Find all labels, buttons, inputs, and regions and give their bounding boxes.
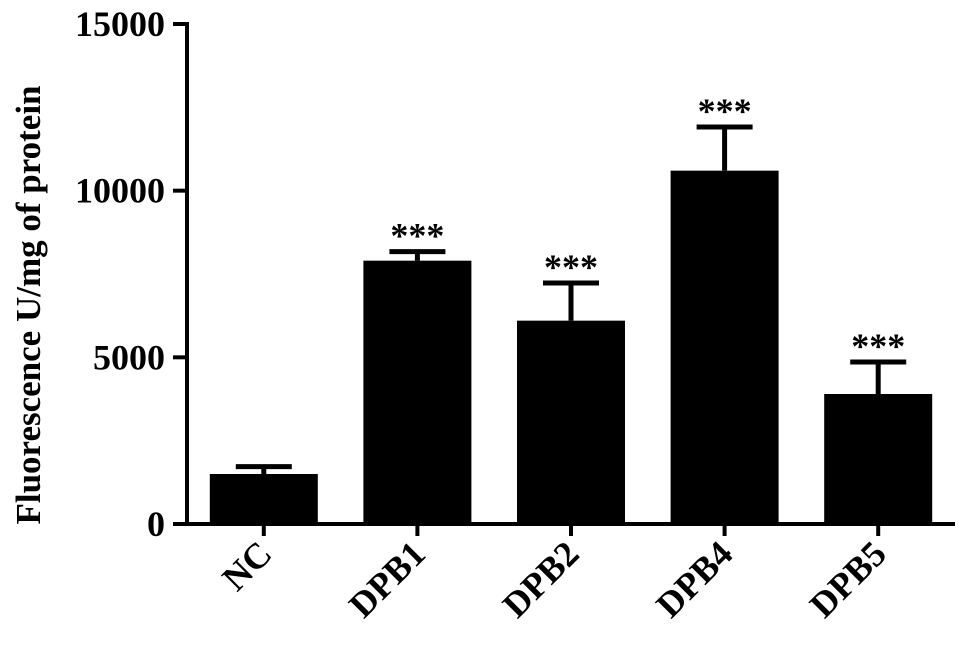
y-tick-label-10000: 10000 <box>75 171 165 211</box>
bar-dpb5 <box>824 394 933 524</box>
y-ticks: 0 5000 10000 15000 <box>75 4 187 544</box>
error-bars <box>235 124 907 474</box>
x-tick-label-dpb1: DPB1 <box>341 533 433 625</box>
x-tick-label-nc: NC <box>214 533 279 598</box>
significance-dpb4: *** <box>698 91 752 131</box>
significance-dpb5: *** <box>851 326 905 366</box>
bar-dpb2 <box>517 320 625 524</box>
bar-dpb1 <box>363 260 472 524</box>
annotations: *** *** *** *** <box>390 91 905 366</box>
x-tick-label-dpb2: DPB2 <box>495 533 587 625</box>
bar-nc <box>209 474 318 524</box>
x-tick-label-dpb4: DPB4 <box>648 533 740 625</box>
y-tick-label-0: 0 <box>147 504 165 544</box>
significance-dpb1: *** <box>390 216 444 256</box>
bars <box>209 170 933 524</box>
x-ticks: NC DPB1 DPB2 DPB4 DPB5 <box>214 524 894 625</box>
significance-dpb2: *** <box>544 247 598 287</box>
bar-dpb4 <box>670 170 779 524</box>
x-tick-label-dpb5: DPB5 <box>802 533 894 625</box>
y-tick-label-5000: 5000 <box>93 337 165 377</box>
y-axis-label: Fluorescence U/mg of protein <box>9 85 48 524</box>
y-tick-label-15000: 15000 <box>75 4 165 44</box>
